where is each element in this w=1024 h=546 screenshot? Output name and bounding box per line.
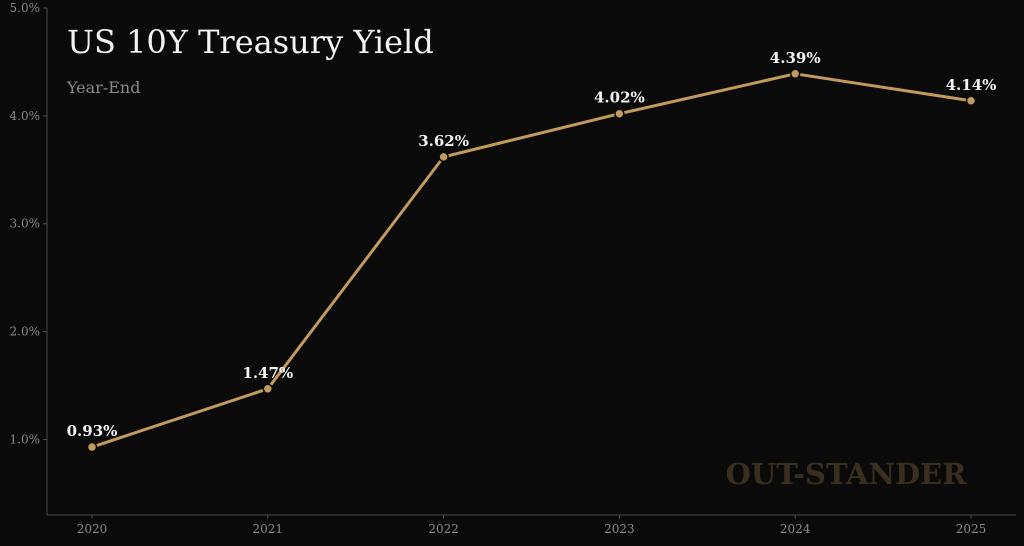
x-tick-label: 2023 (604, 522, 635, 536)
data-point (262, 383, 274, 395)
y-tick-label: 3.0% (10, 217, 41, 231)
y-axis-ticks: 1.0% 2.0% 3.0% 4.0% 5.0% (10, 1, 47, 446)
data-label: 4.02% (594, 89, 645, 107)
data-label: 3.62% (418, 132, 469, 150)
data-point (789, 68, 801, 80)
x-tick-label: 2020 (77, 522, 108, 536)
data-point (86, 441, 98, 453)
y-tick-label: 4.0% (10, 109, 41, 123)
x-tick-label: 2025 (956, 522, 987, 536)
x-tick-label: 2022 (428, 522, 459, 536)
series-markers (86, 68, 977, 453)
data-point (438, 151, 449, 163)
watermark-text: OUT-STANDER (726, 457, 968, 491)
data-label: 0.93% (67, 422, 118, 440)
y-tick-label: 2.0% (10, 325, 41, 339)
data-label: 4.39% (770, 49, 821, 67)
x-axis-ticks: 2020 2021 2022 2023 2024 2025 (77, 515, 987, 536)
data-label: 4.14% (946, 76, 997, 94)
data-point (614, 108, 625, 119)
chart-subtitle: Year-End (66, 78, 140, 97)
y-tick-label: 1.0% (10, 432, 41, 446)
data-labels: 0.93% 1.47% 3.62% 4.02% 4.39% 4.14% (67, 49, 997, 440)
x-tick-label: 2021 (253, 522, 284, 536)
data-label: 1.47% (242, 364, 293, 382)
y-tick-label: 5.0% (10, 1, 41, 15)
data-point (965, 95, 977, 107)
chart-title: US 10Y Treasury Yield (67, 23, 434, 61)
x-tick-label: 2024 (780, 522, 811, 536)
series-line (90, 72, 973, 449)
